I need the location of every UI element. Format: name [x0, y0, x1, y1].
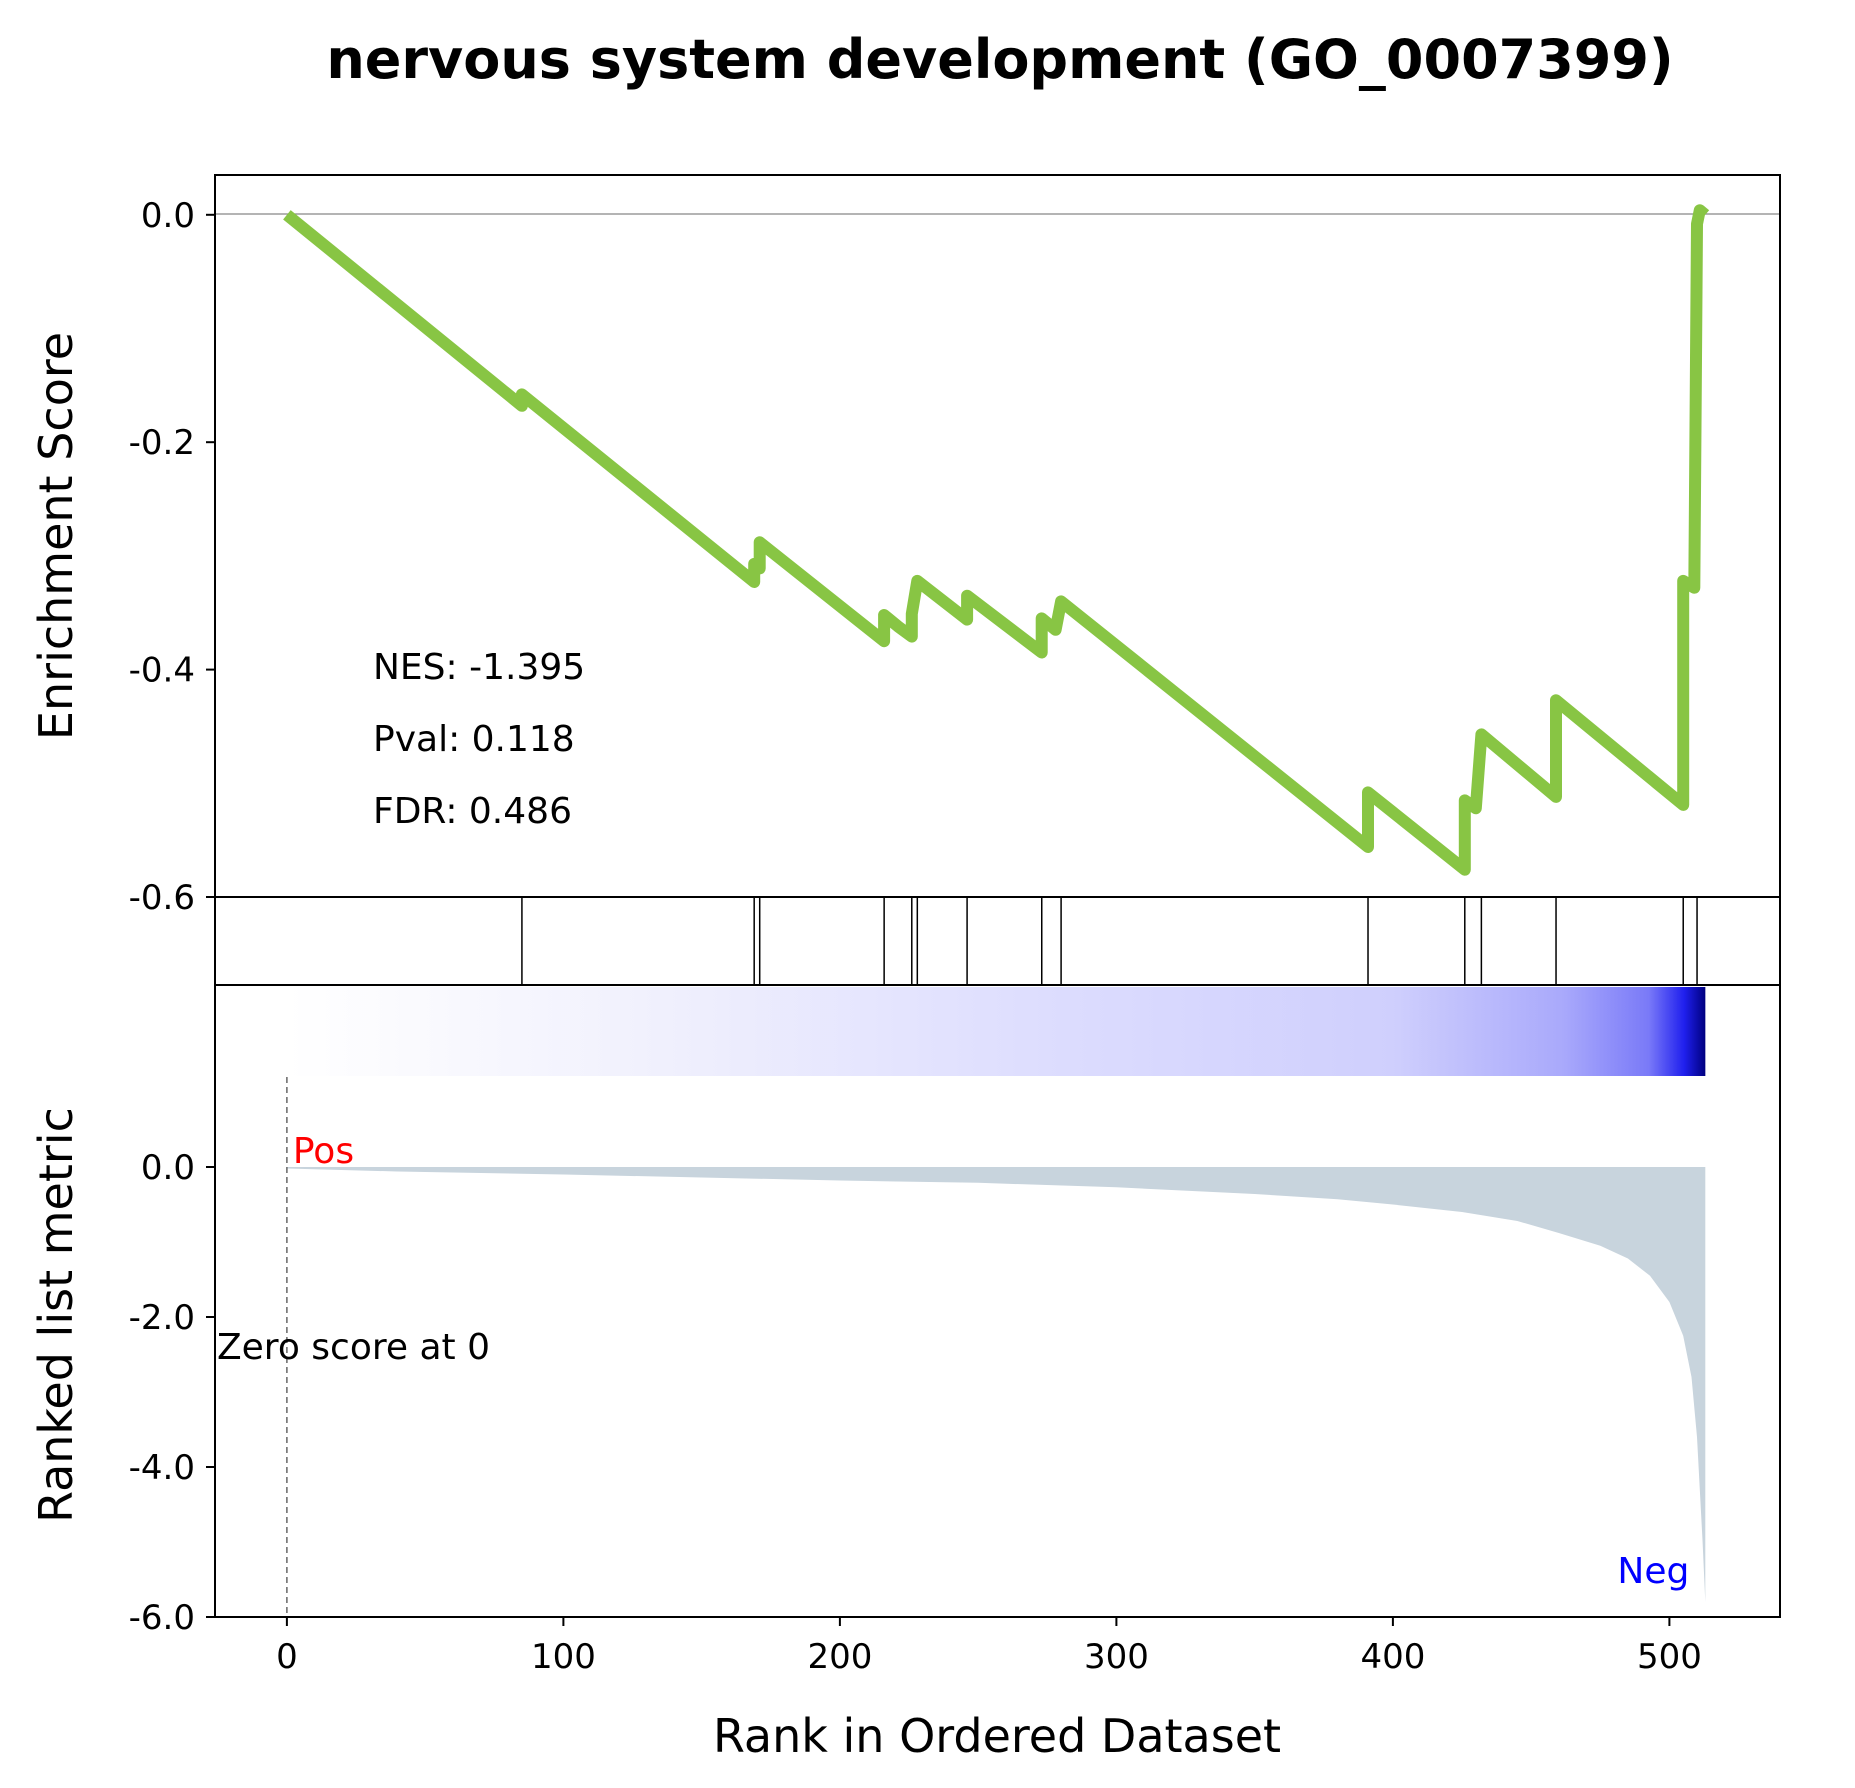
ranked-y-tick-label: -6.0: [129, 1598, 195, 1638]
x-tick-label: 300: [1084, 1637, 1149, 1677]
es-y-tick-label: -0.2: [129, 423, 195, 463]
pval-stat: Pval: 0.118: [373, 719, 575, 760]
rank-color-bar: [286, 987, 1706, 1076]
fdr-stat: FDR: 0.486: [373, 791, 572, 832]
hit-lines: [521, 897, 1698, 985]
hits-frame: [214, 896, 1781, 986]
ranked-y-axis: 0.0 -2.0 -4.0 -6.0: [129, 1148, 215, 1638]
x-tick-label: 0: [276, 1637, 298, 1677]
x-axis: 0 100 200 300 400 500: [276, 1617, 1702, 1677]
es-curve: [283, 204, 1710, 876]
ranked-frame: [214, 985, 1781, 1618]
x-tick-label: 100: [531, 1637, 596, 1677]
es-y-label: Enrichment Score: [29, 332, 83, 740]
gene-hits-panel: [214, 896, 1781, 986]
x-tick-label: 500: [1637, 1637, 1702, 1677]
es-y-axis: 0.0 -0.2 -0.4 -0.6: [129, 196, 215, 918]
es-y-tick-label: -0.4: [129, 651, 195, 691]
chart-title: nervous system development (GO_0007399): [326, 28, 1673, 91]
x-tick-label: 400: [1360, 1637, 1425, 1677]
zero-score-label: Zero score at 0: [217, 1327, 490, 1368]
pos-label: Pos: [293, 1131, 354, 1172]
x-axis-label: Rank in Ordered Dataset: [713, 1709, 1281, 1763]
ranked-y-tick-label: -4.0: [129, 1448, 195, 1488]
es-y-tick-label: -0.6: [129, 878, 195, 918]
ranked-y-label: Ranked list metric: [29, 1107, 83, 1523]
x-tick-label: 200: [807, 1637, 872, 1677]
ranked-y-tick-label: -2.0: [129, 1298, 195, 1338]
ranked-metric-panel: Pos Neg Zero score at 0 0.0-2.0-4.0-6.0 …: [29, 985, 1781, 1763]
nes-stat: NES: -1.395: [373, 647, 585, 688]
ranked-metric-area: [286, 1167, 1706, 1602]
enrichment-score-panel: 0.0-0.2-0.4-0.6 NES: -1.395 Pval: 0.118 …: [29, 174, 1781, 918]
es-y-tick-label: 0.0: [141, 196, 195, 236]
neg-label: Neg: [1617, 1551, 1689, 1592]
ranked-y-tick-label: 0.0: [141, 1148, 195, 1188]
